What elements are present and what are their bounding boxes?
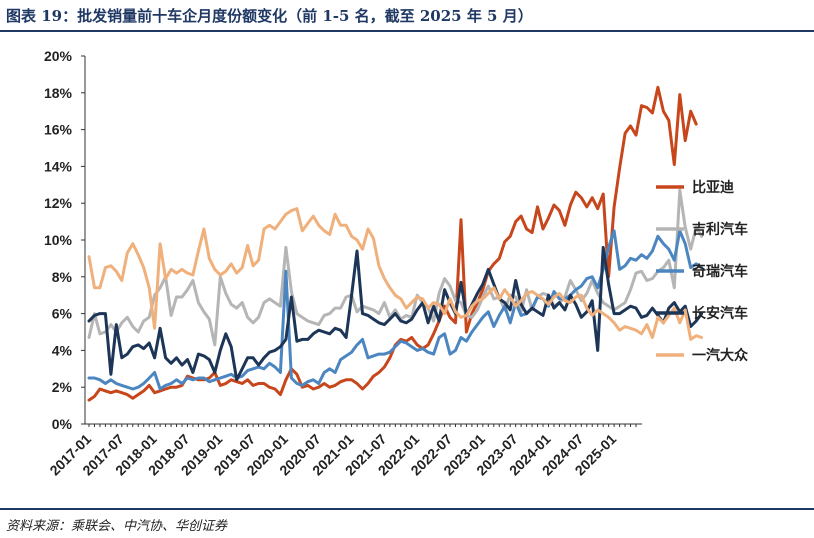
legend-label: 一汽大众	[692, 347, 748, 364]
title-rule	[0, 30, 814, 32]
y-tick-label: 6%	[52, 306, 73, 322]
series-line	[87, 229, 704, 391]
figure-title: 图表 19：批发销量前十车企月度份额变化（前 1-5 名，截至 2025 年 5…	[6, 7, 533, 25]
y-tick-label: 0%	[52, 416, 73, 432]
y-tick-label: 16%	[44, 122, 73, 138]
y-tick-label: 4%	[52, 342, 73, 358]
legend-label: 吉利汽车	[692, 221, 748, 238]
series-line	[87, 85, 698, 402]
legend-label: 奇瑞汽车	[692, 263, 748, 280]
legend-label: 长安汽车	[692, 305, 748, 322]
y-tick-label: 12%	[44, 195, 73, 211]
legend-label: 比亚迪	[692, 179, 734, 196]
source-note: 资料来源：乘联会、中汽协、华创证券	[6, 519, 228, 534]
y-tick-label: 14%	[44, 158, 73, 174]
y-tick-label: 8%	[52, 269, 73, 285]
y-tick-label: 10%	[44, 232, 73, 248]
y-tick-label: 2%	[52, 379, 73, 395]
source-rule	[0, 508, 814, 510]
y-tick-label: 20%	[44, 48, 73, 64]
y-tick-label: 18%	[44, 85, 73, 101]
series-line	[87, 207, 704, 341]
series-line	[87, 245, 704, 382]
